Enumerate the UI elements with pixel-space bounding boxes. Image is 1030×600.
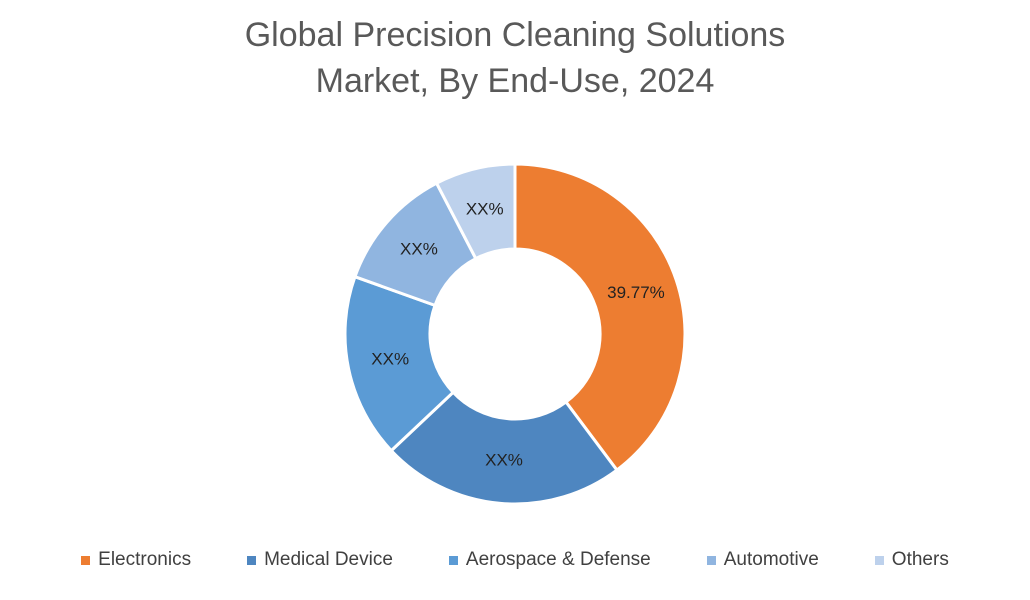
chart: 39.77% XX% XX% XX% XX% bbox=[343, 162, 687, 506]
chart-title: Global Precision Cleaning Solutions Mark… bbox=[244, 16, 786, 100]
slice-label: XX% bbox=[371, 350, 409, 369]
donut-slice bbox=[513, 162, 687, 473]
legend-swatch bbox=[81, 555, 91, 565]
legend-item: Medical Device bbox=[247, 549, 393, 571]
legend: Electronics Medical Device Aerospace & Def… bbox=[0, 549, 1030, 571]
legend-swatch bbox=[247, 555, 257, 565]
slice-label: XX% bbox=[466, 200, 504, 219]
legend-label: Medical Device bbox=[264, 549, 393, 570]
legend-label: Others bbox=[891, 549, 949, 570]
legend-item: Automotive bbox=[706, 549, 819, 571]
legend-label: Electronics bbox=[98, 549, 192, 570]
legend-item: Others bbox=[874, 549, 949, 571]
legend-swatch bbox=[874, 555, 884, 565]
legend-swatch bbox=[448, 555, 458, 565]
slice-label: XX% bbox=[485, 451, 523, 470]
donut-slice bbox=[343, 274, 456, 453]
legend-item: Electronics bbox=[81, 549, 191, 571]
slice-label: 39.77% bbox=[607, 283, 665, 302]
legend-swatch bbox=[706, 555, 716, 565]
donut-slice bbox=[389, 390, 620, 506]
legend-label: Automotive bbox=[723, 549, 819, 570]
slice-label: XX% bbox=[400, 240, 438, 259]
donut-slice bbox=[434, 162, 517, 261]
legend-item: Aerospace & Defense bbox=[448, 549, 651, 571]
legend-label: Aerospace & Defense bbox=[465, 549, 651, 570]
